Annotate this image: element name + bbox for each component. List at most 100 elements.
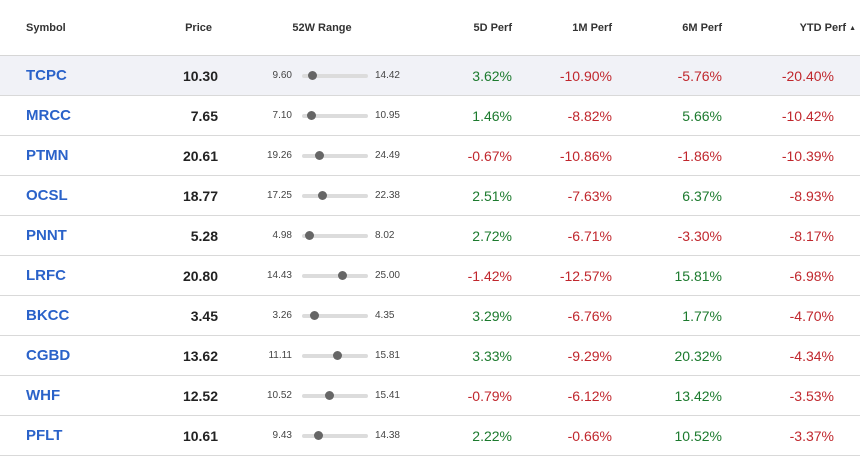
table-row: TCPC 10.30 9.60 14.42 3.62% -10.90% -5.76% -20.… bbox=[0, 55, 860, 96]
range-cell: 19.26 24.49 bbox=[244, 135, 400, 176]
price-cell: 5.28 bbox=[150, 215, 244, 256]
perf-ytd-cell: -4.70% bbox=[754, 295, 860, 336]
perf-1m-cell: -8.82% bbox=[544, 95, 644, 136]
range-track bbox=[301, 190, 368, 200]
perf-5d-cell: -1.42% bbox=[400, 255, 544, 296]
symbol-cell: TCPC bbox=[0, 55, 150, 96]
symbol-link[interactable]: TCPC bbox=[26, 67, 67, 84]
range-cell: 17.25 22.38 bbox=[244, 175, 400, 216]
price-cell: 20.80 bbox=[150, 255, 244, 296]
perf-ytd-cell: -4.34% bbox=[754, 335, 860, 376]
price-cell: 7.65 bbox=[150, 95, 244, 136]
range-low: 9.43 bbox=[272, 430, 292, 441]
symbol-cell: MRCC bbox=[0, 95, 150, 136]
perf-ytd-cell: -3.37% bbox=[754, 415, 860, 456]
symbol-link[interactable]: PFLT bbox=[26, 427, 63, 444]
range-marker bbox=[337, 270, 347, 280]
price-cell: 3.45 bbox=[150, 295, 244, 336]
range-cell: 14.43 25.00 bbox=[244, 255, 400, 296]
range-marker bbox=[317, 190, 327, 200]
table-row: MRCC 7.65 7.10 10.95 1.46% -8.82% 5.66% -10.42% bbox=[0, 95, 860, 136]
perf-5d-cell: -0.79% bbox=[400, 375, 544, 416]
symbol-link[interactable]: MRCC bbox=[26, 107, 71, 124]
range-high: 25.00 bbox=[374, 270, 400, 281]
col-ytd-perf-header[interactable]: YTD Perf ▲ bbox=[754, 0, 860, 56]
range-marker bbox=[315, 150, 325, 160]
range-cell: 11.11 15.81 bbox=[244, 335, 400, 376]
symbol-link[interactable]: CGBD bbox=[26, 347, 71, 364]
range-high: 8.02 bbox=[375, 230, 395, 241]
range-cell: 9.43 14.38 bbox=[244, 415, 400, 456]
table-row: PNNT 5.28 4.98 8.02 2.72% -6.71% -3.30% -8.17% bbox=[0, 215, 860, 256]
perf-6m-cell: 5.66% bbox=[644, 95, 754, 136]
col-range-header[interactable]: 52W Range bbox=[244, 0, 400, 56]
perf-6m-cell: -3.30% bbox=[644, 215, 754, 256]
price-cell: 10.30 bbox=[150, 55, 244, 96]
range-low: 7.10 bbox=[272, 110, 292, 121]
range-marker bbox=[307, 110, 317, 120]
range-track bbox=[301, 70, 368, 80]
perf-1m-cell: -6.76% bbox=[544, 295, 644, 336]
perf-6m-cell: 1.77% bbox=[644, 295, 754, 336]
symbol-cell: BKCC bbox=[0, 295, 150, 336]
symbol-link[interactable]: OCSL bbox=[26, 187, 68, 204]
col-price-header[interactable]: Price bbox=[150, 0, 244, 56]
range-low: 3.26 bbox=[272, 310, 292, 321]
symbol-link[interactable]: PNNT bbox=[26, 227, 67, 244]
table-row: CGBD 13.62 11.11 15.81 3.33% -9.29% 20.32% -4.3… bbox=[0, 335, 860, 376]
range-marker bbox=[304, 230, 314, 240]
range-low: 4.98 bbox=[272, 230, 292, 241]
symbol-link[interactable]: PTMN bbox=[26, 147, 69, 164]
range-track bbox=[301, 350, 368, 360]
perf-1m-cell: -10.86% bbox=[544, 135, 644, 176]
range-high: 24.49 bbox=[374, 150, 400, 161]
range-low: 14.43 bbox=[266, 270, 292, 281]
col-5d-perf-header[interactable]: 5D Perf bbox=[400, 0, 544, 56]
range-track bbox=[302, 310, 368, 320]
price-cell: 10.61 bbox=[150, 415, 244, 456]
range-cell: 7.10 10.95 bbox=[244, 95, 400, 136]
symbol-cell: OCSL bbox=[0, 175, 150, 216]
perf-5d-cell: 2.72% bbox=[400, 215, 544, 256]
range-marker bbox=[307, 70, 317, 80]
perf-1m-cell: -10.90% bbox=[544, 55, 644, 96]
range-low: 19.26 bbox=[266, 150, 292, 161]
col-6m-perf-header[interactable]: 6M Perf bbox=[644, 0, 754, 56]
range-high: 10.95 bbox=[374, 110, 400, 121]
perf-1m-cell: -12.57% bbox=[544, 255, 644, 296]
range-marker bbox=[324, 390, 334, 400]
symbol-link[interactable]: BKCC bbox=[26, 307, 70, 324]
perf-6m-cell: 13.42% bbox=[644, 375, 754, 416]
perf-ytd-cell: -8.17% bbox=[754, 215, 860, 256]
symbol-link[interactable]: WHF bbox=[26, 387, 61, 404]
perf-6m-cell: 6.37% bbox=[644, 175, 754, 216]
range-cell: 4.98 8.02 bbox=[244, 215, 400, 256]
range-cell: 3.26 4.35 bbox=[244, 295, 400, 336]
perf-1m-cell: -7.63% bbox=[544, 175, 644, 216]
perf-6m-cell: 15.81% bbox=[644, 255, 754, 296]
col-symbol-header[interactable]: Symbol bbox=[0, 0, 150, 56]
range-track bbox=[301, 270, 368, 280]
price-cell: 20.61 bbox=[150, 135, 244, 176]
perf-6m-cell: 10.52% bbox=[644, 415, 754, 456]
table-row: LRFC 20.80 14.43 25.00 -1.42% -12.57% 15.81% -6… bbox=[0, 255, 860, 296]
range-marker bbox=[309, 310, 319, 320]
symbol-cell: PTMN bbox=[0, 135, 150, 176]
range-cell: 9.60 14.42 bbox=[244, 55, 400, 96]
table-row: BKCC 3.45 3.26 4.35 3.29% -6.76% 1.77% -4.70% bbox=[0, 295, 860, 336]
perf-6m-cell: -1.86% bbox=[644, 135, 754, 176]
price-cell: 18.77 bbox=[150, 175, 244, 216]
symbol-link[interactable]: LRFC bbox=[26, 267, 66, 284]
range-high: 14.38 bbox=[374, 430, 400, 441]
perf-ytd-cell: -10.39% bbox=[754, 135, 860, 176]
perf-5d-cell: 3.62% bbox=[400, 55, 544, 96]
perf-5d-cell: 3.29% bbox=[400, 295, 544, 336]
perf-ytd-cell: -20.40% bbox=[754, 55, 860, 96]
price-cell: 12.52 bbox=[150, 375, 244, 416]
col-1m-perf-header[interactable]: 1M Perf bbox=[544, 0, 644, 56]
range-high: 15.81 bbox=[374, 350, 400, 361]
range-track bbox=[301, 150, 368, 160]
perf-5d-cell: 3.33% bbox=[400, 335, 544, 376]
perf-1m-cell: -6.71% bbox=[544, 215, 644, 256]
symbol-cell: CGBD bbox=[0, 335, 150, 376]
